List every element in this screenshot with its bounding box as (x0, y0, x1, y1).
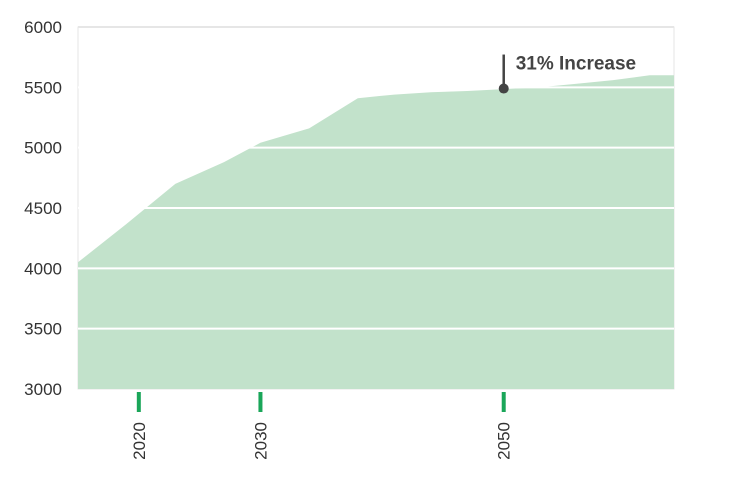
annotation-layer: 31% Increase (498, 54, 636, 94)
area-series-0 (78, 75, 674, 390)
annotation-marker (498, 83, 509, 94)
y-tick-label-4500: 4500 (24, 199, 62, 218)
y-tick-label-4000: 4000 (24, 259, 62, 278)
y-tick-label-5500: 5500 (24, 78, 62, 97)
y-axis: 3000 3500 4000 4500 5000 5500 6000 (24, 18, 62, 399)
x-axis: 2020 2030 2050 (130, 392, 514, 460)
y-tick-label-3000: 3000 (24, 380, 62, 399)
y-tick-label-3500: 3500 (24, 320, 62, 339)
y-tick-label-5000: 5000 (24, 139, 62, 158)
x-tick-label-2050: 2050 (495, 422, 514, 460)
y-tick-label-6000: 6000 (24, 18, 62, 37)
gridlines (78, 26, 674, 330)
area-layer (78, 75, 674, 390)
x-tick-label-2030: 2030 (251, 422, 270, 460)
x-tick-label-2020: 2020 (130, 422, 149, 460)
annotation-label-0: 31% Increase (516, 54, 636, 75)
